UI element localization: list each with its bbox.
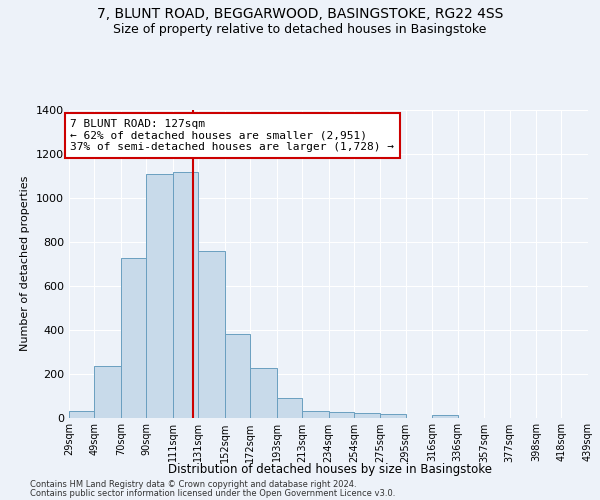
Bar xyxy=(277,398,302,417)
Bar xyxy=(69,411,94,418)
Text: Size of property relative to detached houses in Basingstoke: Size of property relative to detached ho… xyxy=(113,22,487,36)
Bar xyxy=(380,414,406,418)
Bar xyxy=(250,368,277,418)
Y-axis label: Number of detached properties: Number of detached properties xyxy=(20,176,31,352)
Bar xyxy=(198,250,225,418)
Bar xyxy=(302,411,329,418)
Bar xyxy=(94,366,121,418)
Text: 7, BLUNT ROAD, BEGGARWOOD, BASINGSTOKE, RG22 4SS: 7, BLUNT ROAD, BEGGARWOOD, BASINGSTOKE, … xyxy=(97,8,503,22)
Bar xyxy=(354,412,380,418)
Bar xyxy=(432,416,458,418)
Bar xyxy=(224,334,250,417)
Text: Contains public sector information licensed under the Open Government Licence v3: Contains public sector information licen… xyxy=(30,488,395,498)
Text: Contains HM Land Registry data © Crown copyright and database right 2024.: Contains HM Land Registry data © Crown c… xyxy=(30,480,356,489)
Bar xyxy=(329,412,354,418)
Text: 7 BLUNT ROAD: 127sqm
← 62% of detached houses are smaller (2,951)
37% of semi-de: 7 BLUNT ROAD: 127sqm ← 62% of detached h… xyxy=(70,119,394,152)
Text: Distribution of detached houses by size in Basingstoke: Distribution of detached houses by size … xyxy=(168,462,492,475)
Bar xyxy=(121,258,146,418)
Bar xyxy=(146,174,173,418)
Bar xyxy=(173,172,198,418)
